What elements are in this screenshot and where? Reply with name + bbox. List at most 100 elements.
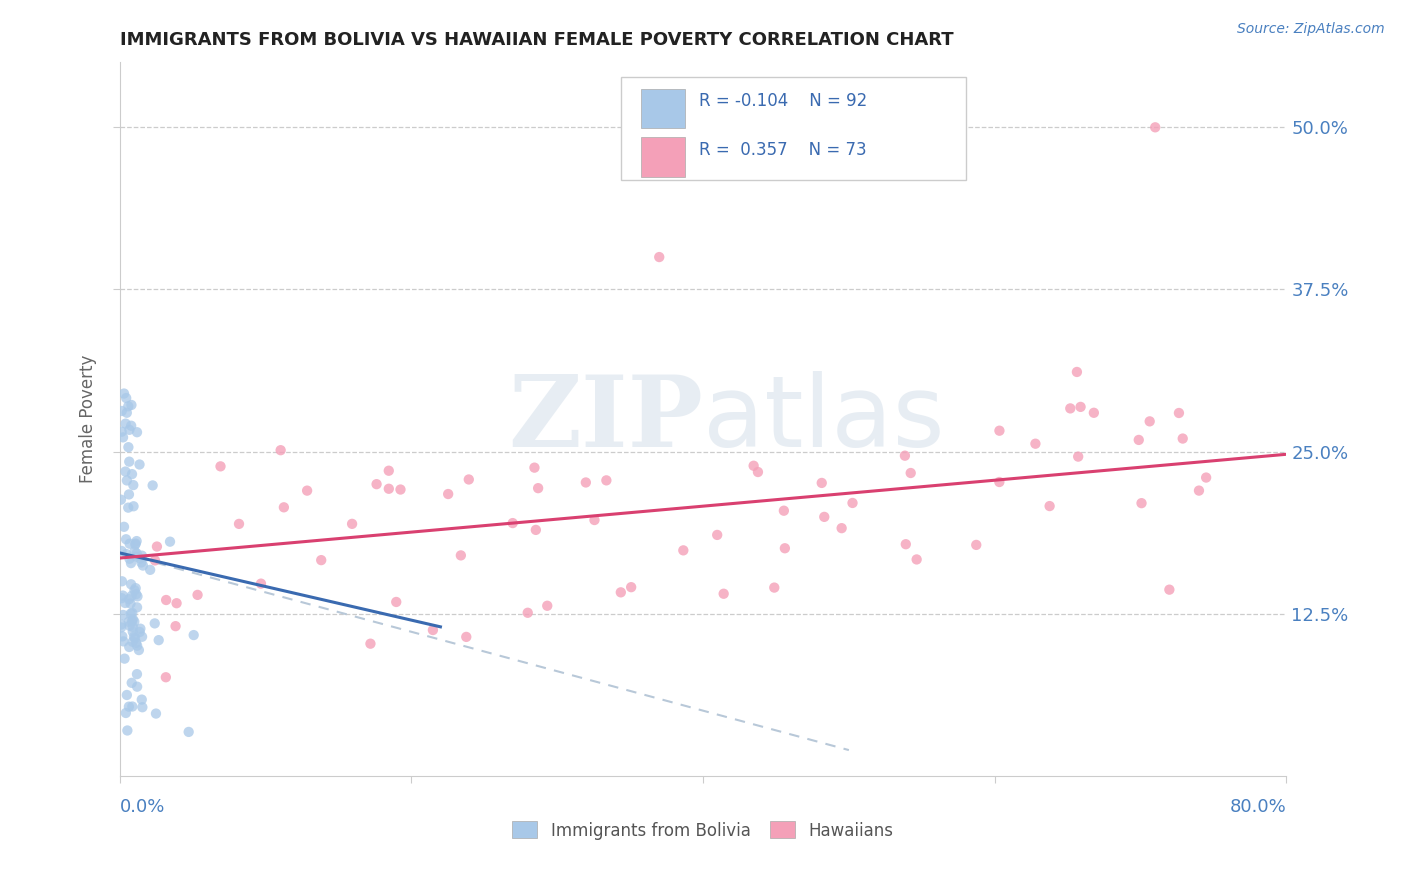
Point [124, 631, 146, 645]
Point [122, 630, 145, 644]
Point [773, 504, 796, 518]
Point [115, 391, 138, 405]
Point [114, 651, 136, 665]
Point [118, 615, 141, 629]
Point [117, 399, 139, 413]
Point [148, 633, 170, 648]
Point [124, 615, 146, 629]
Point [111, 629, 134, 643]
Point [142, 478, 165, 492]
Point [112, 634, 135, 648]
Point [1130, 496, 1153, 510]
Point [129, 622, 152, 636]
Point [132, 558, 155, 573]
Point [1128, 433, 1150, 447]
Point [527, 481, 550, 495]
Point [121, 635, 143, 649]
Point [457, 473, 479, 487]
Point [1083, 406, 1105, 420]
Point [763, 581, 786, 595]
Point [120, 418, 142, 433]
Point [165, 619, 187, 633]
Point [112, 607, 135, 622]
Point [118, 640, 141, 654]
Point [122, 500, 145, 514]
Point [115, 474, 138, 488]
Point [270, 443, 292, 458]
Point [894, 449, 917, 463]
Point [112, 386, 135, 401]
Point [121, 606, 143, 620]
Point [124, 536, 146, 550]
Point [131, 692, 153, 706]
Point [706, 528, 728, 542]
Text: 0.0%: 0.0% [120, 798, 165, 816]
Point [128, 458, 150, 472]
Point [583, 513, 606, 527]
Point [117, 500, 139, 515]
Point [118, 537, 141, 551]
Point [1159, 582, 1181, 597]
Point [273, 500, 295, 515]
Point [309, 553, 332, 567]
Point [139, 563, 162, 577]
Point [183, 628, 205, 642]
Point [516, 606, 538, 620]
Point [124, 537, 146, 551]
Point [378, 482, 401, 496]
Point [129, 551, 152, 566]
Point [121, 620, 143, 634]
Point [187, 588, 209, 602]
Point [118, 592, 141, 607]
Point [114, 596, 136, 610]
Point [422, 623, 444, 637]
Point [841, 496, 863, 510]
Point [118, 619, 141, 633]
Point [125, 534, 148, 549]
Point [121, 589, 143, 603]
Point [112, 520, 135, 534]
Point [648, 250, 671, 264]
Point [121, 699, 143, 714]
Point [340, 516, 363, 531]
Text: R =  0.357    N = 73: R = 0.357 N = 73 [700, 141, 868, 159]
Point [115, 688, 138, 702]
Point [713, 587, 735, 601]
Point [378, 464, 401, 478]
Text: ZIP: ZIP [508, 371, 703, 467]
Point [127, 590, 149, 604]
Point [131, 549, 153, 563]
Point [117, 440, 139, 454]
Point [894, 537, 917, 551]
Point [128, 625, 150, 640]
Point [127, 639, 149, 653]
Point [905, 552, 928, 566]
Point [813, 509, 835, 524]
Point [124, 544, 146, 558]
Point [118, 455, 141, 469]
Point [118, 423, 141, 437]
Point [965, 538, 987, 552]
Point [112, 430, 135, 444]
Point [127, 680, 149, 694]
Point [295, 483, 318, 498]
Point [1066, 365, 1088, 379]
Point [250, 576, 273, 591]
Point [125, 667, 148, 681]
Point [115, 406, 138, 420]
Point [810, 475, 832, 490]
Point [450, 549, 472, 563]
Point [155, 670, 177, 684]
Point [177, 725, 200, 739]
Point [1059, 401, 1081, 416]
Point [166, 596, 188, 610]
Point [120, 398, 142, 412]
Point [110, 617, 132, 632]
Point [1171, 432, 1194, 446]
Point [1195, 470, 1218, 484]
FancyBboxPatch shape [621, 77, 966, 180]
Point [747, 465, 769, 479]
Point [118, 487, 141, 501]
Point [389, 483, 412, 497]
Point [131, 700, 153, 714]
